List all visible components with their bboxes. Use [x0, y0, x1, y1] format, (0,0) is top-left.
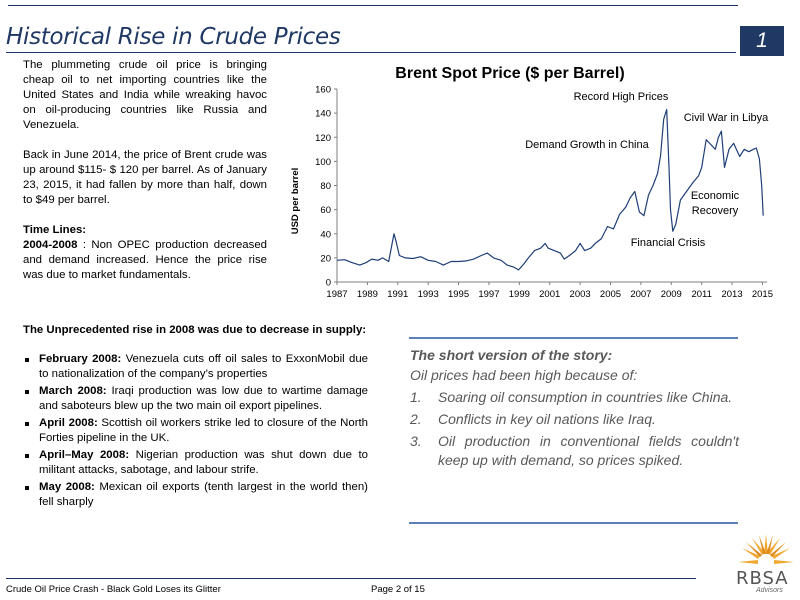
- chart-y-tick-label: 120: [315, 133, 331, 144]
- chart-annotation: Civil War in Libya: [684, 112, 769, 124]
- chart-y-tick-label: 100: [315, 157, 331, 168]
- chart-y-tick-label: 0: [326, 278, 331, 289]
- chart-x-tick-label: 2011: [691, 289, 711, 300]
- supply-event-date: April 2008:: [39, 417, 98, 429]
- chart-axes: 0 20 40 60 80 100 120 140 160 1987 1989 1991 1993 199…: [315, 85, 773, 301]
- chart-title: Brent Spot Price ($ per Barrel): [395, 65, 624, 82]
- story-reason-text: Oil production in conventional fields co…: [438, 433, 739, 468]
- intro-paragraph-1: The plummeting crude oil price is bringi…: [23, 59, 267, 131]
- supply-event-text: Scottish oil workers strike led to closu…: [39, 417, 368, 444]
- chart-series-line: [336, 108, 764, 271]
- supply-event-date: March 2008:: [39, 385, 107, 397]
- chart-y-tick-label: 20: [320, 253, 331, 264]
- chart-annotations: Record High Prices Civil War in Libya Dema…: [525, 91, 769, 249]
- timelines-label: Time Lines:: [23, 224, 87, 236]
- story-box-top-rule: [409, 337, 738, 339]
- footer-doc-title: Crude Oil Price Crash - Black Gold Loses…: [6, 584, 221, 595]
- chart-x-tick-label: 1987: [326, 289, 347, 300]
- timeline-entry: 2004-2008 : Non OPEC production decrease…: [23, 238, 267, 283]
- story-reason-number: 1.: [410, 389, 422, 405]
- story-heading: The short version of the story:: [410, 347, 613, 363]
- page-title: Historical Rise in Crude Prices: [6, 24, 341, 50]
- footer-page-number: Page 2 of 15: [371, 584, 425, 595]
- chart-x-tick-label: 1995: [448, 289, 469, 300]
- supply-event-date: May 2008:: [39, 481, 95, 493]
- supply-event-date: February 2008:: [39, 353, 122, 365]
- supply-event-item: April–May 2008: Nigerian production was …: [23, 448, 368, 478]
- story-reason-text: Conflicts in key oil nations like Iraq.: [438, 411, 656, 427]
- header-top-rule: [8, 5, 738, 6]
- supply-event-text: Mexican oil exports (tenth largest in th…: [39, 481, 368, 508]
- intro-paragraph-2: Back in June 2014, the price of Brent cr…: [23, 149, 267, 206]
- supply-heading: The Unprecedented rise in 2008 was due t…: [23, 324, 367, 336]
- supply-section: The Unprecedented rise in 2008 was due t…: [23, 323, 368, 512]
- supply-event-text: Nigerian production was shut down due to…: [39, 449, 368, 476]
- chart-annotation: Record High Prices: [574, 91, 669, 103]
- chart-x-tick-label: 2009: [661, 289, 682, 300]
- chart-y-axis-label: USD per barrel: [290, 168, 301, 235]
- chart-annotation: Demand Growth in China: [525, 139, 649, 151]
- chart-y-tick-label: 60: [320, 205, 331, 216]
- page-badge: 1: [740, 26, 784, 56]
- chart-x-tick-label: 1989: [357, 289, 378, 300]
- chart-x-tick-label: 1999: [509, 289, 530, 300]
- chart-series: [336, 108, 764, 271]
- story-box-bottom-rule: [409, 522, 738, 524]
- logo-tagline: Advisors: [756, 587, 783, 594]
- chart-x-tick-label: 2015: [752, 289, 773, 300]
- supply-event-item: March 2008: Iraqi production was low due…: [23, 384, 368, 414]
- supply-event-text: Venezuela cuts off oil sales to ExxonMob…: [39, 353, 368, 380]
- story-reason-item: 2. Conflicts in key oil nations like Iraq…: [410, 410, 739, 429]
- story-reason-text: Soaring oil consumption in countries lik…: [438, 389, 733, 405]
- supply-event-item: April 2008: Scottish oil workers strike …: [23, 416, 368, 446]
- chart-y-tick-label: 160: [315, 85, 331, 96]
- supply-event-date: April–May 2008:: [39, 449, 130, 461]
- story-reasons-list: 1. Soaring oil consumption in countries l…: [410, 388, 739, 473]
- header-rule: [6, 52, 736, 53]
- supply-event-item: February 2008: Venezuela cuts off oil sa…: [23, 352, 368, 382]
- story-lead: Oil prices had been high because of:: [410, 367, 638, 383]
- story-reason-number: 3.: [410, 433, 422, 449]
- timeline-period: 2004-2008: [23, 239, 78, 251]
- intro-text: The plummeting crude oil price is bringi…: [23, 58, 267, 283]
- chart-x-tick-label: 2003: [570, 289, 591, 300]
- chart-x-tick-label: 1991: [387, 289, 408, 300]
- story-reason-item: 3. Oil production in conventional fields …: [410, 432, 739, 470]
- chart-x-tick-label: 2007: [630, 289, 651, 300]
- chart-y-tick-label: 80: [320, 181, 331, 192]
- chart-annotation: Financial Crisis: [631, 237, 706, 249]
- timeline-text: : Non OPEC production decreased and dema…: [23, 239, 267, 281]
- footer-rule: [6, 578, 696, 579]
- supply-event-text: Iraqi production was low due to wartime …: [39, 385, 368, 412]
- chart-x-tick-label: 2001: [539, 289, 560, 300]
- chart-x-tick-label: 1997: [478, 289, 499, 300]
- chart-x-tick-label: 1993: [418, 289, 439, 300]
- rbsa-sun-logo-icon: [738, 534, 794, 564]
- logo-name: RBSA: [736, 568, 789, 589]
- chart-x-tick-label: 2013: [721, 289, 742, 300]
- chart-annotation: Economic Recovery: [691, 190, 740, 217]
- supply-events-list: February 2008: Venezuela cuts off oil sa…: [23, 352, 368, 510]
- brent-price-chart: Brent Spot Price ($ per Barrel) USD per …: [290, 65, 773, 301]
- chart-x-tick-label: 2005: [600, 289, 621, 300]
- chart-y-tick-label: 140: [315, 109, 331, 120]
- chart-y-tick-label: 40: [320, 229, 331, 240]
- story-reason-number: 2.: [410, 411, 422, 427]
- supply-event-item: May 2008: Mexican oil exports (tenth lar…: [23, 480, 368, 510]
- story-reason-item: 1. Soaring oil consumption in countries l…: [410, 388, 739, 407]
